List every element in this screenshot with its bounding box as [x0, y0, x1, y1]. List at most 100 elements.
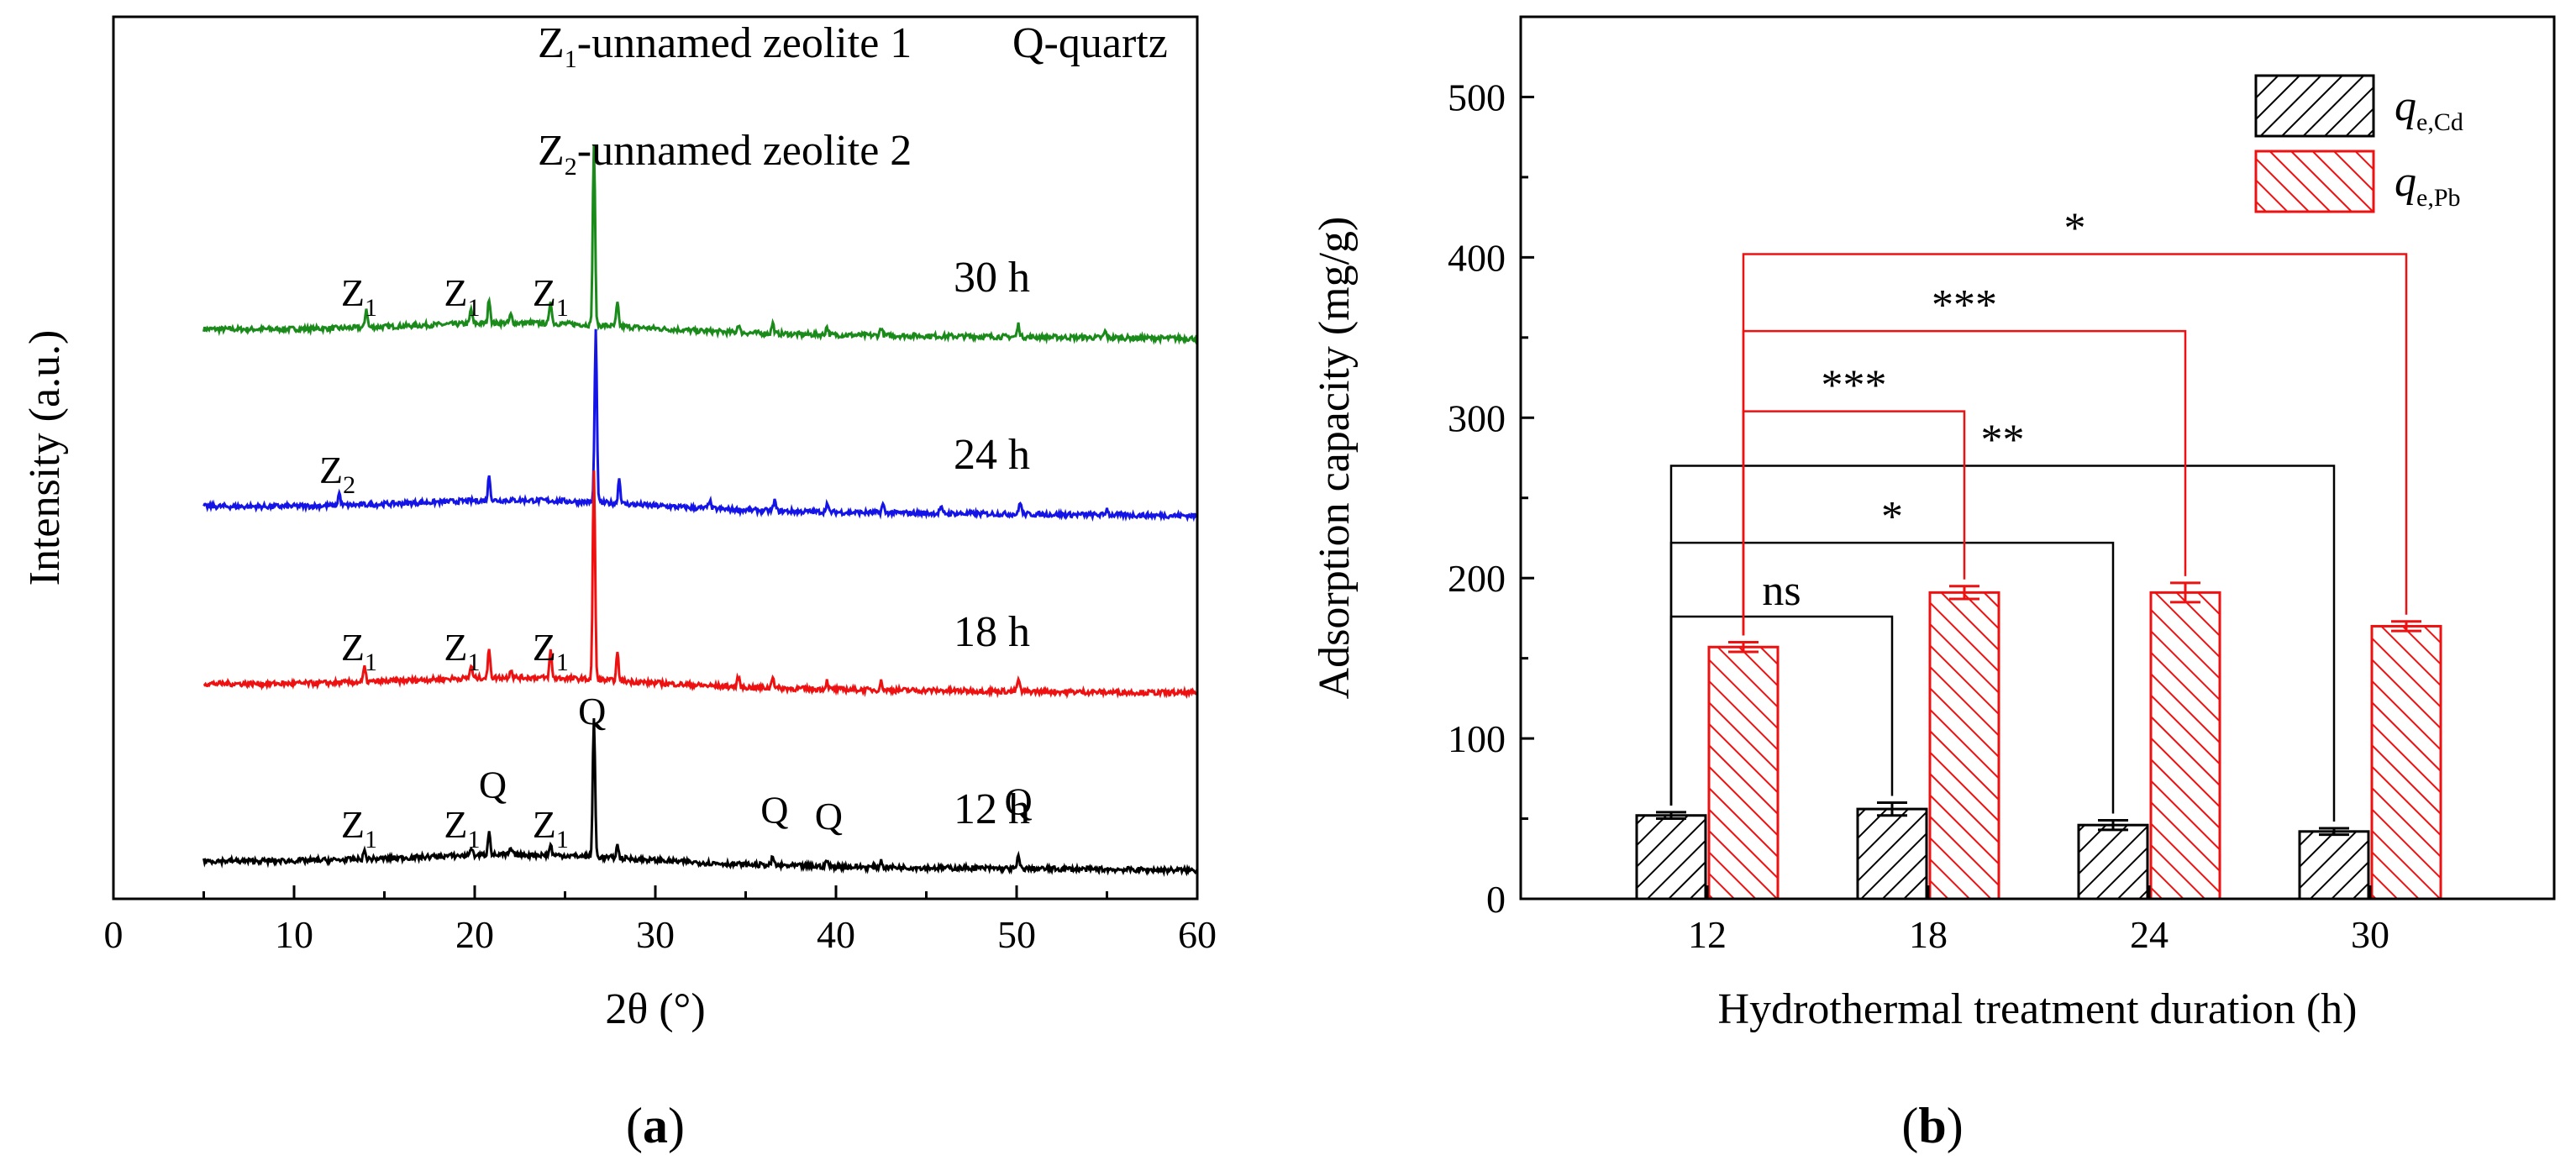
error-bars	[1656, 581, 2421, 837]
bar-cd-12	[1635, 814, 1707, 901]
peak-label: Z1	[533, 626, 569, 676]
peak-label-main: Z	[341, 803, 365, 846]
peak-label-main: Q	[479, 764, 507, 806]
x-tick-label: 60	[1178, 913, 1217, 956]
peak-label-sub: 1	[468, 294, 481, 322]
peak-label-main: Q	[1005, 780, 1033, 823]
legend-z2-sub: 2	[565, 153, 577, 181]
bar-cd-18	[1856, 807, 1928, 901]
legend-swatch-cd	[2254, 74, 2375, 138]
peak-label-sub: 1	[365, 826, 377, 853]
series-name-18h: 18 h	[954, 608, 1030, 656]
x-tick-label: 18	[1909, 913, 1948, 956]
peak-label: Z1	[341, 626, 377, 676]
bar-legend: qe,Cd qe,Pb	[2254, 74, 2463, 213]
peak-label-main: Q	[815, 795, 843, 838]
series-name-12h: 12 h	[954, 785, 1030, 833]
y-tick-label: 400	[1448, 236, 1506, 279]
peak-label-main: Q	[760, 789, 788, 832]
x-tick-label: 30	[636, 913, 675, 956]
legend-label-cd: qe,Cd	[2395, 82, 2463, 136]
x-tick-label: 12	[1688, 913, 1727, 956]
legend-cd-main: q	[2395, 82, 2416, 130]
x-tick-label: 0	[104, 913, 124, 956]
peak-label: Q	[815, 795, 843, 838]
legend-label-pb: qe,Pb	[2395, 158, 2461, 212]
peak-label-sub: 1	[556, 649, 569, 676]
significance-label: **	[1981, 417, 2025, 465]
bar-cd-24	[2077, 823, 2149, 901]
x-tick-label: 10	[275, 913, 313, 956]
panel-a-y-axis-title: Intensity (a.u.)	[21, 330, 69, 586]
y-tick-label: 300	[1448, 396, 1506, 439]
x-tick-label: 30	[2351, 913, 2389, 956]
significance-label: *	[1881, 493, 1903, 541]
peak-label-main: Z	[444, 803, 467, 846]
panel-b-label: (b)	[1901, 1098, 1963, 1153]
bar-pb-30	[2370, 624, 2442, 901]
peak-label: Q	[1005, 780, 1033, 823]
peak-label-main: Q	[578, 690, 606, 733]
bar-pb-24	[2149, 591, 2221, 901]
xrd-trace-30h	[202, 144, 1198, 345]
panel-a-label-close: )	[668, 1098, 685, 1153]
panel-b-label-open: (	[1901, 1098, 1918, 1153]
peak-label-main: Z	[533, 626, 556, 669]
y-tick-label: 0	[1486, 878, 1506, 921]
panel-b-y-axis-title: Adsorption capacity (mg/g)	[1311, 217, 1359, 700]
peak-label-main: Z	[533, 803, 556, 846]
legend-z1-sub: 1	[565, 45, 577, 73]
peak-label: Z1	[533, 271, 569, 322]
peak-label: Z2	[319, 449, 355, 499]
peak-label-sub: 2	[343, 471, 355, 499]
xrd-traces	[202, 144, 1199, 877]
xrd-series-names: 30 h 24 h 18 h 12 h	[954, 254, 1030, 833]
y-tick-label: 100	[1448, 717, 1506, 760]
series-name-30h: 30 h	[954, 254, 1030, 302]
significance-label: ***	[1932, 281, 1997, 329]
peak-label: Z1	[444, 271, 480, 322]
legend-pb-main: q	[2395, 158, 2416, 206]
significance-brackets: ns**********	[1669, 205, 2408, 822]
x-tick-label: 50	[997, 913, 1036, 956]
peak-label-sub: 1	[556, 294, 569, 322]
legend-z2-main: Z	[538, 127, 565, 175]
legend-z2-rest: -unnamed zeolite 2	[577, 127, 912, 175]
panel-a-x-axis-title: 2θ (°)	[605, 985, 705, 1033]
peak-label-main: Z	[444, 271, 467, 314]
peak-label: Q	[479, 764, 507, 806]
peak-label: Z1	[444, 626, 480, 676]
peak-label-sub: 1	[468, 649, 481, 676]
panel-a-x-ticks: 0 10 20 30 40 50 60	[104, 885, 1217, 956]
y-tick-label: 500	[1448, 76, 1506, 118]
panel-b-label-close: )	[1947, 1098, 1964, 1153]
legend-pb-sub: e,Pb	[2416, 184, 2461, 212]
significance-bracket	[1742, 253, 2408, 636]
peak-label: Q	[760, 789, 788, 832]
legend-q: Q-quartz	[1012, 19, 1168, 67]
significance-label: ns	[1762, 567, 1801, 615]
peak-label: Z1	[341, 803, 377, 853]
legend-z1-rest: -unnamed zeolite 1	[577, 19, 912, 67]
peak-label-sub: 1	[556, 826, 569, 853]
series-name-24h: 24 h	[954, 431, 1030, 479]
bar-pb-12	[1707, 645, 1780, 901]
significance-label: ***	[1822, 362, 1887, 410]
peak-label-main: Z	[444, 626, 467, 669]
legend-z1-main: Z	[538, 19, 565, 67]
bar-cd-30	[2298, 830, 2370, 901]
panel-b-label-letter: b	[1918, 1098, 1946, 1153]
panel-a-label: (a)	[626, 1098, 685, 1153]
panel-a-label-open: (	[626, 1098, 643, 1153]
significance-label: *	[2064, 205, 2086, 253]
legend-z2: Z2-unnamed zeolite 2	[538, 127, 912, 181]
panel-b-plot-frame	[1519, 15, 2556, 901]
bar-pb-18	[1928, 591, 2000, 901]
peak-label: Q	[578, 690, 606, 733]
x-tick-label: 20	[455, 913, 494, 956]
peak-label-main: Z	[341, 626, 365, 669]
